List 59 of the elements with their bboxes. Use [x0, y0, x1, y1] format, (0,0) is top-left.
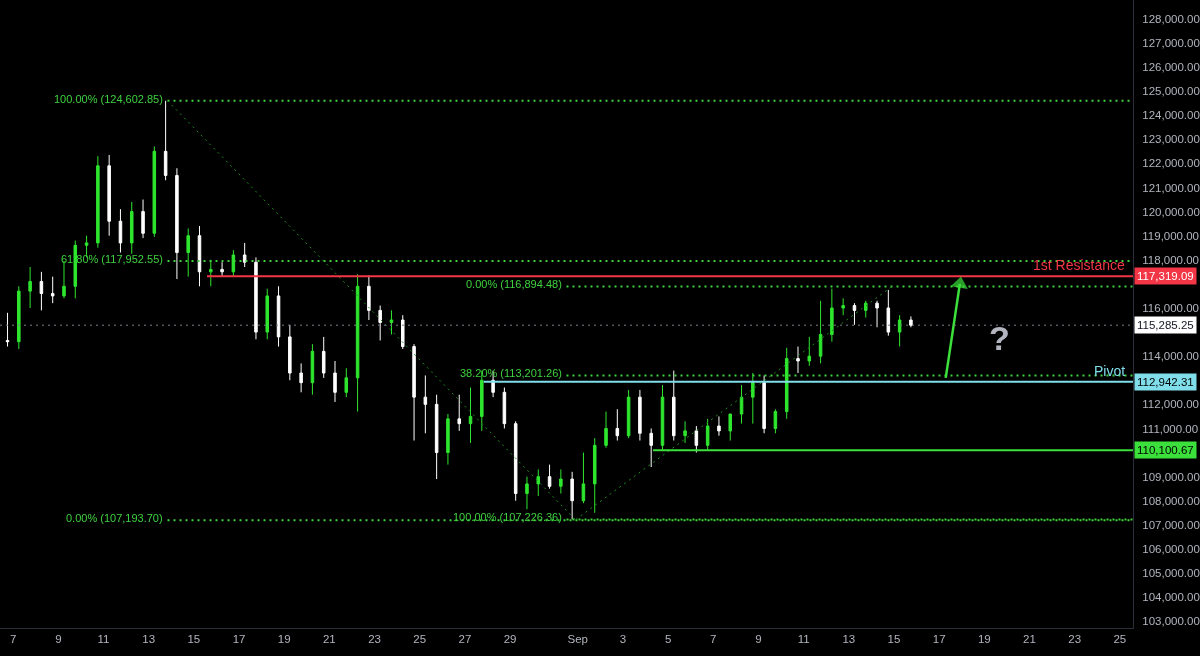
x-tick-label: 3: [619, 632, 627, 645]
y-tick-label: 125,000.00: [1142, 85, 1200, 98]
y-tick-label: 105,000.00: [1142, 567, 1200, 580]
y-tick-label: 118,000.00: [1142, 253, 1199, 266]
x-tick-label: 19: [277, 632, 291, 645]
y-tick-label: 103,000.00: [1142, 615, 1200, 628]
series-label: 38.20% (113,201.26): [460, 367, 562, 379]
x-tick-label: 7: [9, 632, 17, 645]
x-tick-label: 11: [797, 632, 810, 645]
x-tick-label: 9: [755, 632, 762, 645]
series-label: Pivot: [1094, 363, 1126, 379]
y-tick-label: 120,000.00: [1142, 205, 1200, 218]
y-tick-label: 119,000.00: [1142, 229, 1199, 242]
y-tick-label: 126,000.00: [1142, 61, 1200, 74]
y-tick-label: 116,000.00: [1142, 302, 1199, 315]
x-tick-label: 23: [368, 632, 381, 645]
y-tick-label: 122,000.00: [1142, 157, 1200, 170]
y-tick-label: 111,000.00: [1142, 422, 1199, 435]
series-label: 100.00% (107,226.36): [453, 511, 562, 523]
data-label: 110,100.67: [1137, 444, 1194, 456]
x-tick-label: 23: [1068, 632, 1082, 645]
y-tick-label: 107,000.00: [1142, 518, 1200, 531]
series-label: 0.00% (107,193.70): [66, 512, 163, 524]
y-tick-label: 108,000.00: [1142, 494, 1200, 507]
series-label: 1st Resistance: [1033, 257, 1126, 273]
y-tick-label: 112,000.00: [1142, 398, 1199, 411]
x-tick-label: 13: [142, 632, 156, 645]
x-tick-label: 11: [97, 632, 110, 645]
x-tick-label: 21: [1023, 632, 1036, 645]
x-tick-label: 17: [932, 632, 946, 645]
data-label: 117,319.09: [1137, 270, 1194, 282]
y-tick-label: 127,000.00: [1142, 36, 1200, 49]
y-tick-label: 106,000.00: [1142, 542, 1200, 555]
x-tick-label: 5: [664, 632, 672, 645]
y-tick-label: 109,000.00: [1142, 470, 1200, 483]
data-label: 112,942.31: [1137, 376, 1194, 388]
y-tick-label: 128,000.00: [1142, 12, 1200, 25]
y-tick-label: 114,000.00: [1142, 350, 1199, 363]
y-tick-label: 104,000.00: [1142, 591, 1200, 604]
x-tick-label: 29: [503, 632, 517, 645]
x-tick-label: 7: [710, 632, 717, 645]
x-tick-label: 25: [413, 632, 427, 645]
x-tick-label: 15: [187, 632, 201, 645]
x-tick-label: 13: [842, 632, 856, 645]
x-tick-label: 21: [322, 632, 336, 645]
x-tick-label: 9: [55, 632, 62, 645]
x-tick-label: 25: [1113, 632, 1127, 645]
y-tick-label: 124,000.00: [1142, 109, 1200, 122]
x-tick-label: 17: [232, 632, 246, 645]
y-tick-label: 121,000.00: [1142, 181, 1200, 194]
series-label: 0.00% (116,894.48): [466, 278, 562, 290]
y-tick-label: 123,000.00: [1142, 133, 1200, 146]
series-label: 100.00% (124,602.85): [54, 93, 163, 105]
annotation: ?: [989, 319, 1010, 357]
x-tick-label: 15: [887, 632, 901, 645]
x-tick-label: 27: [458, 632, 472, 645]
x-tick-label: 19: [977, 632, 991, 645]
ref-line-label: 115,285.25: [1137, 319, 1194, 331]
x-tick-label: Sep: [567, 632, 589, 645]
